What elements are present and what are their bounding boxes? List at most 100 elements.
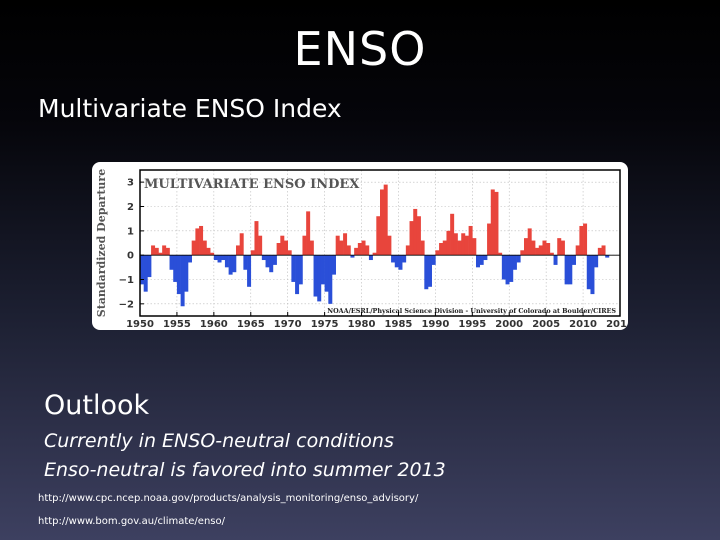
- mei-value-bar: [509, 255, 514, 282]
- mei-value-bar: [439, 243, 444, 256]
- y-tick-label: 1: [127, 226, 134, 237]
- mei-value-bar: [176, 255, 181, 295]
- mei-value-bar: [332, 255, 336, 275]
- mei-value-bar: [501, 255, 506, 280]
- mei-value-bar: [140, 255, 144, 285]
- mei-value-bar: [236, 245, 240, 256]
- x-tick-label: 1995: [458, 319, 486, 330]
- mei-value-bar: [516, 255, 521, 263]
- mei-value-bar: [586, 255, 591, 290]
- mei-value-bar: [512, 255, 517, 270]
- mei-value-bar: [217, 255, 222, 263]
- mei-value-bar: [527, 228, 532, 256]
- mei-value-bar: [542, 240, 547, 256]
- mei-value-bar: [560, 240, 565, 256]
- plot-frame: [139, 169, 621, 317]
- mei-value-bar: [313, 255, 318, 297]
- mei-value-bar: [538, 245, 543, 256]
- mei-value-bar: [295, 255, 300, 295]
- mei-value-bar: [424, 255, 429, 290]
- mei-value-bar: [420, 240, 425, 256]
- bom-enso-link[interactable]: http://www.bom.gov.au/climate/enso/: [38, 516, 225, 527]
- mei-value-bar: [601, 245, 606, 256]
- slide-subtitle: Multivariate ENSO Index: [38, 94, 342, 123]
- chart-credit: NOAA/ESRL/Physical Science Division - Un…: [327, 307, 616, 315]
- outlook-line-1: Currently in ENSO-neutral conditions: [44, 430, 394, 452]
- mei-value-bar: [531, 240, 536, 256]
- mei-value-bar: [158, 252, 163, 256]
- mei-value-bar: [461, 233, 466, 256]
- x-tick-label: 2005: [532, 319, 560, 330]
- mei-value-bar: [402, 255, 407, 263]
- mei-value-bar: [287, 250, 292, 256]
- mei-value-bar: [265, 255, 270, 268]
- mei-value-bar: [590, 255, 595, 295]
- mei-value-bar: [498, 252, 503, 256]
- mei-value-bar: [298, 255, 303, 285]
- mei-value-bar: [335, 235, 340, 256]
- mei-value-bar: [320, 255, 325, 285]
- mei-value-bar: [328, 255, 333, 304]
- mei-value-bar: [261, 255, 266, 261]
- mei-value-bar: [188, 255, 192, 263]
- mei-value-bar: [210, 252, 215, 256]
- mei-value-bar: [250, 250, 255, 256]
- x-tick-label: 1985: [385, 319, 413, 330]
- x-tick-label: 2010: [569, 319, 597, 330]
- mei-value-bar: [398, 255, 403, 270]
- x-tick-label: 1970: [274, 319, 302, 330]
- mei-value-bar: [269, 255, 274, 273]
- mei-value-bar: [479, 255, 484, 265]
- chart-title: MULTIVARIATE ENSO INDEX: [144, 177, 360, 192]
- mei-value-bar: [594, 255, 599, 268]
- mei-value-bar: [450, 213, 455, 256]
- mei-value-bar: [557, 238, 562, 256]
- mei-value-bar: [380, 189, 384, 256]
- mei-value-bar: [468, 225, 473, 256]
- mei-value-bar: [213, 255, 218, 261]
- mei-value-bar: [457, 240, 462, 256]
- mei-value-bar: [206, 247, 211, 256]
- mei-value-bar: [280, 235, 285, 256]
- mei-value-bar: [169, 255, 174, 270]
- y-tick-label: 0: [127, 251, 134, 262]
- y-tick-label: −1: [119, 275, 134, 286]
- mei-value-bar: [317, 255, 322, 302]
- mei-value-bar: [546, 243, 551, 256]
- x-tick-label: 1950: [126, 319, 154, 330]
- mei-value-bar: [199, 225, 204, 256]
- mei-value-bar: [239, 233, 244, 256]
- mei-value-bar: [435, 250, 440, 256]
- mei-value-bar: [165, 247, 170, 256]
- y-tick-label: −2: [119, 299, 134, 310]
- x-tick-label: 2000: [495, 319, 523, 330]
- mei-value-bar: [151, 245, 156, 256]
- mei-value-bar: [487, 223, 492, 256]
- mei-value-bar: [343, 233, 348, 256]
- mei-value-bar: [350, 255, 355, 258]
- mei-chart: MULTIVARIATE ENSO INDEX NOAA/ESRL/Physic…: [92, 162, 628, 330]
- area-layer: [140, 184, 620, 307]
- mei-value-bar: [476, 255, 480, 268]
- x-tick-label: 2015: [606, 319, 628, 330]
- mei-value-bar: [391, 255, 396, 263]
- mei-value-bar: [416, 216, 421, 256]
- cpc-advisory-link[interactable]: http://www.cpc.ncep.noaa.gov/products/an…: [38, 493, 419, 504]
- mei-value-bar: [428, 255, 432, 287]
- mei-value-bar: [413, 208, 418, 256]
- mei-value-bar: [442, 240, 447, 256]
- mei-value-bar: [357, 243, 362, 256]
- mei-value-bar: [372, 252, 377, 256]
- y-tick-label: 3: [127, 178, 134, 189]
- mei-value-bar: [564, 255, 569, 285]
- x-tick-label: 1980: [348, 319, 376, 330]
- outlook-line-2: Enso-neutral is favored into summer 2013: [44, 459, 446, 481]
- mei-value-bar: [579, 225, 584, 256]
- mei-value-bar: [224, 255, 229, 268]
- x-tick-label: 1990: [421, 319, 449, 330]
- mei-value-bar: [605, 255, 610, 258]
- mei-value-bar: [202, 240, 207, 256]
- mei-value-bar: [553, 255, 558, 265]
- mei-value-bar: [184, 255, 189, 292]
- mei-value-bar: [191, 240, 196, 256]
